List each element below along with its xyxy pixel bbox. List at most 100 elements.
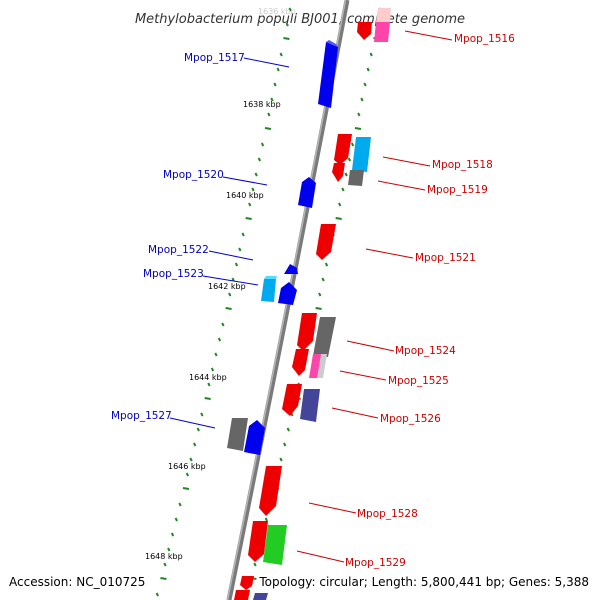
gene-mpop-1517[interactable] xyxy=(318,42,338,108)
left-track-tick xyxy=(238,247,242,252)
right-track-tick xyxy=(335,217,342,220)
gene-mpop-1521[interactable] xyxy=(316,224,336,260)
gene-label-mpop-1518[interactable]: Mpop_1518 xyxy=(432,159,493,171)
gene-mpop-1530[interactable] xyxy=(240,576,254,590)
right-track-tick xyxy=(324,262,329,267)
leader-line-mpop-1526 xyxy=(331,407,379,419)
gene-label-mpop-1521[interactable]: Mpop_1521 xyxy=(415,252,476,264)
gene-mpop-1527[interactable] xyxy=(244,420,265,455)
left-track-tick xyxy=(241,232,245,237)
gene-mpop-1516-pink[interactable] xyxy=(374,22,390,42)
gene-mpop-1523-rna[interactable] xyxy=(261,279,276,302)
right-track-tick xyxy=(354,127,362,130)
left-track-tick xyxy=(276,67,280,72)
right-track-tick xyxy=(366,67,370,72)
right-track-tick xyxy=(341,187,345,192)
gene-labels-left: Mpop_1517 Mpop_1520 Mpop_1522 Mpop_1523 … xyxy=(111,52,245,422)
left-track-tick xyxy=(221,322,225,327)
gene-label-mpop-1526[interactable]: Mpop_1526 xyxy=(380,413,441,425)
leader-line-mpop-1517 xyxy=(243,57,290,68)
gene-mpop-1516[interactable] xyxy=(357,22,372,40)
leader-line-mpop-1524 xyxy=(346,340,395,352)
gene-labels-right: Mpop_1516 Mpop_1518 Mpop_1519 Mpop_1521 … xyxy=(345,33,515,569)
left-track-tick xyxy=(245,217,252,220)
right-track-tick xyxy=(264,517,268,522)
gene-mpop-1525[interactable] xyxy=(292,349,309,376)
left-track-tick xyxy=(234,262,239,267)
kbp-label: 1640 kbp xyxy=(226,191,264,200)
left-track-tick xyxy=(193,442,197,447)
gene-label-mpop-1516[interactable]: Mpop_1516 xyxy=(454,33,515,45)
right-track-tick xyxy=(315,307,322,310)
left-track-tick xyxy=(288,7,292,12)
kbp-label: 1642 kbp xyxy=(208,282,246,291)
gene-mpop-1517-tip xyxy=(326,40,338,47)
gene-mpop-1523[interactable] xyxy=(278,282,297,305)
left-track-tick xyxy=(270,97,274,102)
gene-mpop-1526-purple[interactable] xyxy=(300,389,320,422)
right-track-tick xyxy=(253,562,257,567)
right-track-tick xyxy=(321,277,325,282)
gene-mpop-1522[interactable] xyxy=(284,264,298,274)
gene-mpop-1524[interactable] xyxy=(297,313,317,351)
genes-forward-strand xyxy=(234,8,391,600)
left-track-tick xyxy=(174,517,178,522)
gene-mpop-1527-pseudo[interactable] xyxy=(227,418,248,451)
gene-mpop-1528[interactable] xyxy=(259,466,282,516)
gene-partial-bottom-purple[interactable] xyxy=(253,593,268,600)
gene-mpop-1516-faded xyxy=(376,8,391,22)
right-track-tick xyxy=(357,112,361,117)
kbp-label: 1636 kbp xyxy=(258,7,296,16)
gene-label-mpop-1529[interactable]: Mpop_1529 xyxy=(345,557,406,569)
gene-mpop-1526[interactable] xyxy=(282,384,302,416)
gene-mpop-1529[interactable] xyxy=(248,521,268,562)
left-track-tick xyxy=(217,337,222,342)
leader-line-mpop-1520 xyxy=(222,176,268,186)
gene-mpop-1518-rna[interactable] xyxy=(352,137,371,172)
gene-label-mpop-1527[interactable]: Mpop_1527 xyxy=(111,410,172,422)
leader-line-mpop-1529 xyxy=(296,550,345,563)
gene-label-mpop-1528[interactable]: Mpop_1528 xyxy=(357,508,418,520)
gene-mpop-1524-pseudo[interactable] xyxy=(313,317,336,357)
gene-mpop-1518[interactable] xyxy=(334,134,352,165)
left-track-tick xyxy=(267,112,271,117)
leader-line-mpop-1518 xyxy=(382,156,431,167)
gene-label-mpop-1520[interactable]: Mpop_1520 xyxy=(163,169,224,181)
left-track-tick xyxy=(260,142,265,147)
right-track-tick xyxy=(338,202,342,207)
left-track-tick xyxy=(200,412,204,417)
gene-label-mpop-1524[interactable]: Mpop_1524 xyxy=(395,345,456,357)
left-track-tick xyxy=(210,367,215,372)
right-track-tick xyxy=(363,82,367,87)
accession-text: Accession: NC_010725 xyxy=(9,575,145,589)
leader-line-mpop-1521 xyxy=(365,248,414,259)
gene-mpop-1529-green[interactable] xyxy=(263,525,287,565)
leader-line-mpop-1522 xyxy=(208,250,254,261)
genes-reverse-strand xyxy=(227,40,338,455)
left-track-tick xyxy=(283,37,290,40)
gene-label-mpop-1519[interactable]: Mpop_1519 xyxy=(427,184,488,196)
left-track-tick xyxy=(204,397,211,400)
kbp-label: 1648 kbp xyxy=(145,552,183,561)
left-track-tick xyxy=(185,472,190,477)
gene-label-mpop-1525[interactable]: Mpop_1525 xyxy=(388,375,449,387)
map-title: Methylobacterium populi BJ001, complete … xyxy=(135,12,465,27)
right-track-tick xyxy=(369,52,373,57)
gene-label-mpop-1523[interactable]: Mpop_1523 xyxy=(143,268,204,280)
left-track-tick xyxy=(163,562,167,567)
leader-line-mpop-1516 xyxy=(404,30,453,41)
gene-mpop-1519-pseudo[interactable] xyxy=(348,170,364,186)
gene-label-mpop-1517[interactable]: Mpop_1517 xyxy=(184,52,245,64)
gene-label-mpop-1522[interactable]: Mpop_1522 xyxy=(148,244,209,256)
leader-line-mpop-1528 xyxy=(308,502,357,514)
left-track-tick xyxy=(207,382,211,387)
right-track-tick xyxy=(350,142,355,147)
left-track-tick xyxy=(189,457,193,462)
gene-mpop-1519[interactable] xyxy=(332,163,345,182)
leader-line-mpop-1527 xyxy=(169,417,216,429)
left-track-tick xyxy=(214,352,218,357)
gene-partial-bottom[interactable] xyxy=(234,590,250,600)
gene-mpop-1520[interactable] xyxy=(298,177,316,208)
